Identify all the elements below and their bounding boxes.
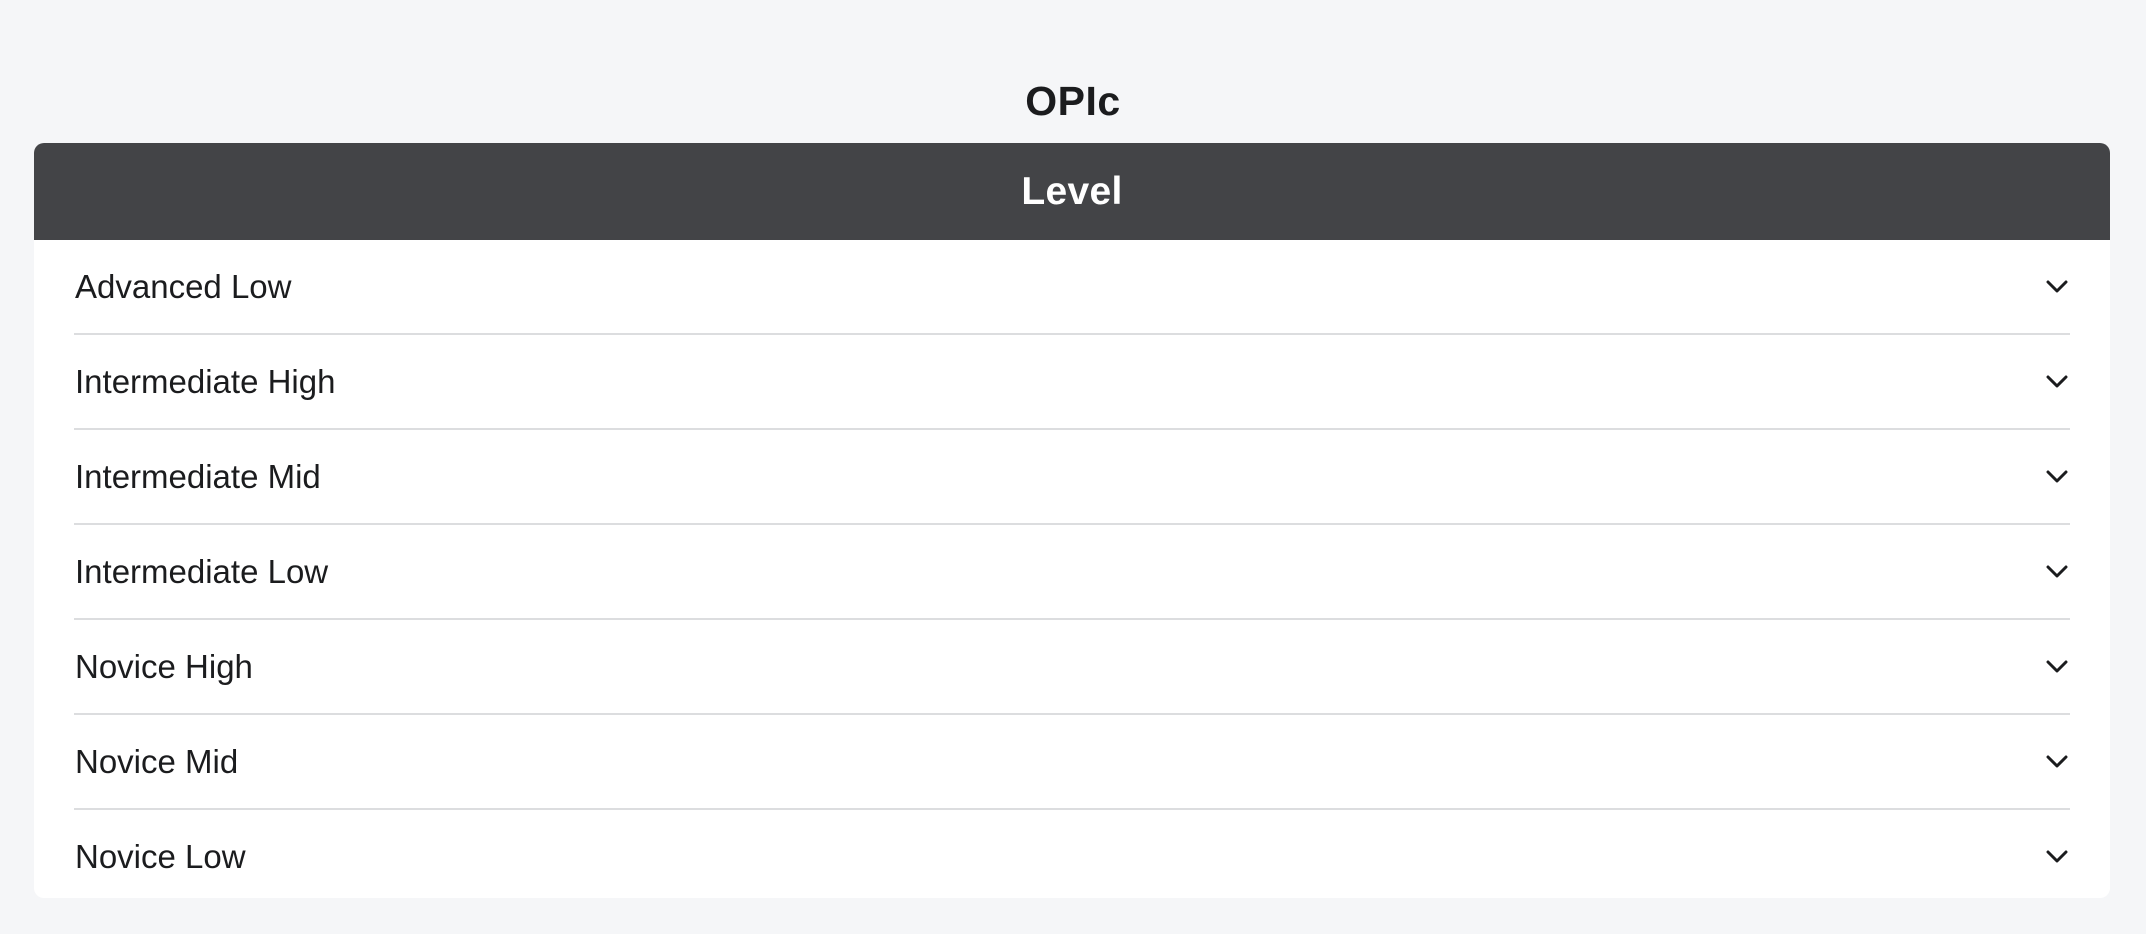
chevron-down-icon[interactable] xyxy=(2044,274,2070,300)
panel-header: Level xyxy=(34,143,2110,240)
accordion-item-intermediate-low[interactable]: Intermediate Low xyxy=(74,525,2070,620)
chevron-down-icon[interactable] xyxy=(2044,844,2070,870)
accordion-item-intermediate-mid[interactable]: Intermediate Mid xyxy=(74,430,2070,525)
accordion-item-label: Intermediate Low xyxy=(75,552,329,590)
accordion-item-label: Intermediate Mid xyxy=(75,457,321,495)
accordion-item-label: Novice Low xyxy=(75,837,246,875)
chevron-down-icon[interactable] xyxy=(2044,464,2070,490)
chevron-down-icon[interactable] xyxy=(2044,559,2070,585)
page-title: OPIc xyxy=(1025,78,1121,125)
accordion-item-label: Novice Mid xyxy=(75,742,239,780)
level-accordion-panel: Level Advanced Low Intermediate High Int… xyxy=(34,143,2110,898)
chevron-down-icon[interactable] xyxy=(2044,749,2070,775)
accordion-item-novice-mid[interactable]: Novice Mid xyxy=(74,715,2070,810)
accordion-item-novice-high[interactable]: Novice High xyxy=(74,620,2070,715)
level-list: Advanced Low Intermediate High Intermedi… xyxy=(34,240,2110,898)
accordion-item-intermediate-high[interactable]: Intermediate High xyxy=(74,335,2070,430)
accordion-item-label: Novice High xyxy=(75,647,253,685)
chevron-down-icon[interactable] xyxy=(2044,369,2070,395)
accordion-item-label: Intermediate High xyxy=(75,362,336,400)
chevron-down-icon[interactable] xyxy=(2044,654,2070,680)
accordion-item-label: Advanced Low xyxy=(75,267,292,305)
accordion-item-advanced-low[interactable]: Advanced Low xyxy=(74,240,2070,335)
accordion-item-novice-low[interactable]: Novice Low xyxy=(74,810,2070,898)
